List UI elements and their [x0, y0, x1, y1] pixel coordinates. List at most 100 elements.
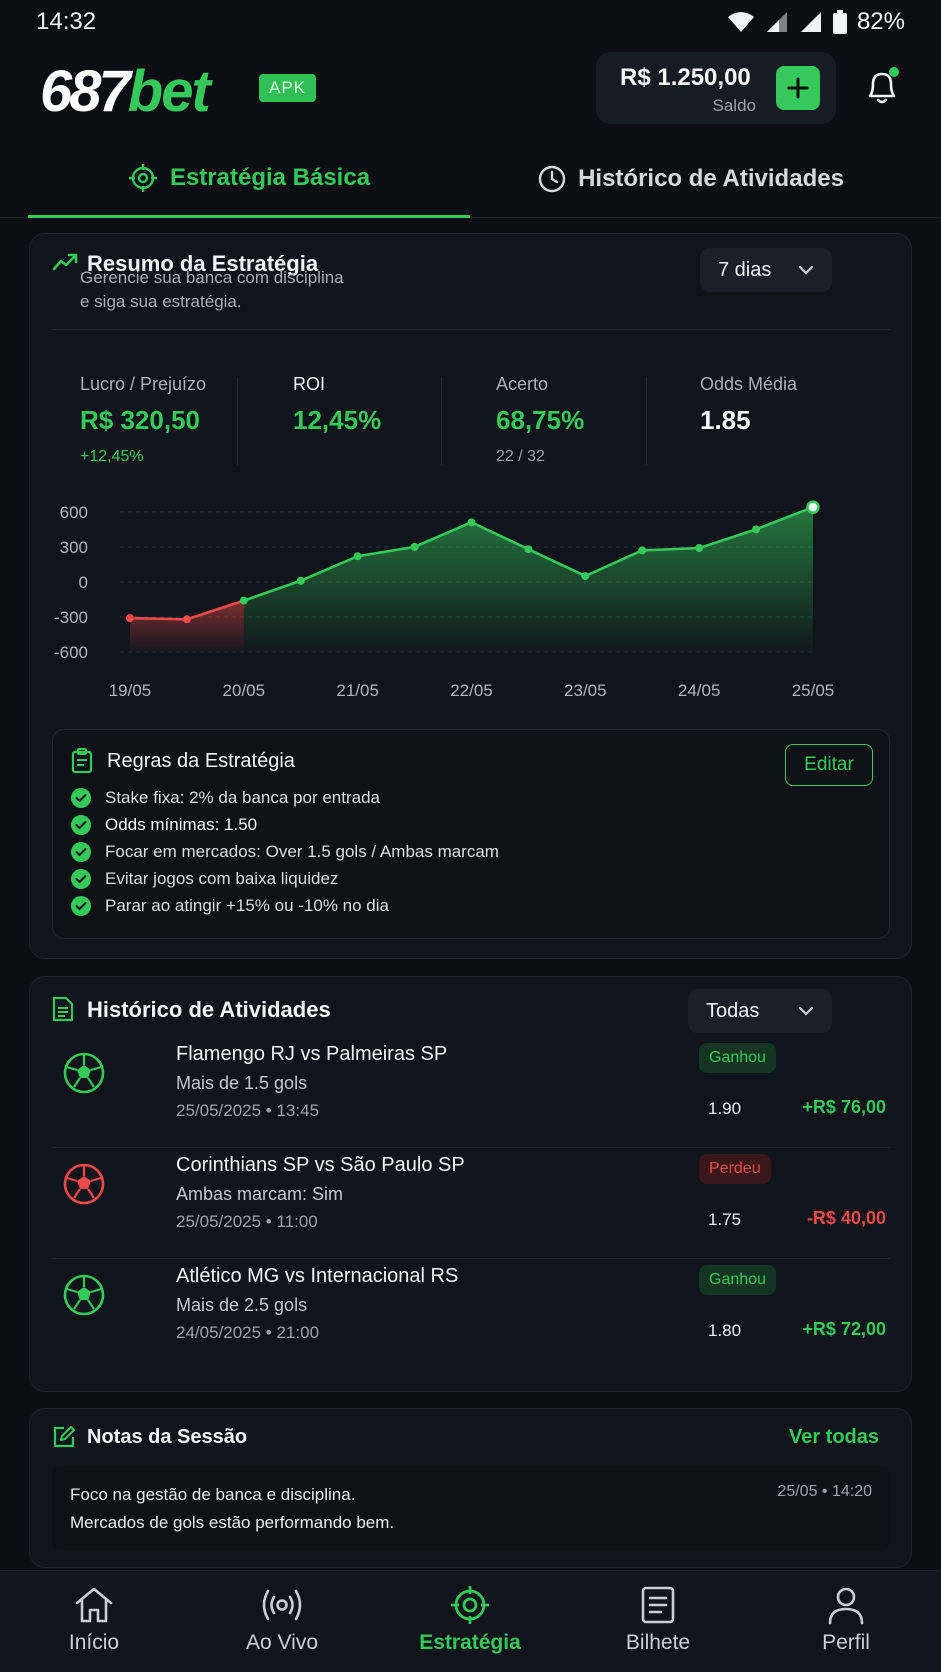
rule-item: Parar ao atingir +15% ou -10% no dia [71, 896, 389, 916]
apk-badge: APK [259, 74, 317, 102]
tab-estrategia-basica[interactable]: Estratégia Básica [28, 140, 470, 218]
nav-label: Estratégia [419, 1631, 521, 1654]
nav-estrategia[interactable]: Estratégia [400, 1585, 540, 1655]
session-notes-card: Notas da Sessão Ver todas Foco na gestão… [29, 1408, 912, 1568]
x-tick-label: 21/05 [336, 681, 379, 700]
see-all-notes-link[interactable]: Ver todas [788, 1426, 879, 1448]
bottom-navigation: Início Ao Vivo Estratégia Bilhete Perfil [0, 1570, 941, 1672]
data-point [126, 614, 134, 623]
strategy-summary-card: Resumo da Estratégia Gerencie sua banca … [29, 233, 912, 959]
nav-ao-vivo[interactable]: Ao Vivo [212, 1585, 352, 1655]
balance-card[interactable]: R$ 1.250,00 Saldo [596, 52, 836, 124]
document-icon [52, 996, 74, 1022]
match-name: Atlético MG vs Internacional RS [176, 1265, 459, 1287]
stat-label: Odds Média [700, 374, 798, 394]
nav-bilhete[interactable]: Bilhete [588, 1585, 728, 1655]
check-icon [71, 896, 91, 916]
divider [237, 377, 238, 465]
note-line: Mercados de gols estão performando bem. [70, 1513, 395, 1532]
result-badge: Perdeu [699, 1154, 771, 1184]
y-tick-label: -600 [54, 643, 88, 662]
history-row[interactable]: Corinthians SP vs São Paulo SP Ambas marc… [52, 1142, 890, 1260]
rule-text: Evitar jogos com baixa liquidez [105, 869, 339, 888]
rule-item: Odds mínimas: 1.50 [71, 815, 257, 835]
tab-label: Estratégia Básica [169, 163, 371, 191]
history-filter-select[interactable]: Todas [688, 989, 832, 1033]
match-name: Flamengo RJ vs Palmeiras SP [176, 1043, 448, 1065]
tab-historico-atividades[interactable]: Histórico de Atividades [470, 140, 912, 218]
edit-rules-button[interactable]: Editar [785, 744, 873, 786]
brand-logo[interactable]: 687 bet [40, 58, 211, 125]
period-select[interactable]: 7 dias [700, 248, 832, 292]
profit-loss-value: +R$ 76,00 [802, 1097, 886, 1117]
stat-label: Acerto [496, 374, 549, 394]
target-icon [128, 163, 157, 192]
match-datetime: 25/05/2025 • 13:45 [176, 1101, 320, 1120]
status-bar: 14:32 82% [0, 0, 941, 44]
odd-value: 1.75 [708, 1210, 742, 1229]
stat-label: ROI [293, 374, 326, 394]
note-text: Foco na gestão de banca e disciplina. Me… [70, 1481, 394, 1537]
note-item[interactable]: Foco na gestão de banca e disciplina. Me… [52, 1465, 890, 1551]
signal-icon-2 [800, 12, 821, 32]
summary-subtitle-line1: Gerencie sua banca com disciplina [80, 268, 344, 287]
divider [646, 377, 647, 465]
data-point [353, 552, 362, 561]
profit-loss-value: +R$ 72,00 [802, 1319, 886, 1339]
nav-inicio[interactable]: Início [24, 1585, 164, 1655]
rule-item: Stake fixa: 2% da banca por entrada [71, 788, 380, 808]
x-tick-label: 19/05 [109, 681, 152, 700]
notifications-button[interactable] [862, 66, 902, 108]
check-icon [71, 788, 91, 808]
period-value: 7 dias [718, 258, 772, 281]
x-tick-label: 20/05 [223, 681, 266, 700]
market-name: Mais de 1.5 gols [176, 1073, 308, 1093]
y-tick-label: 300 [60, 538, 88, 557]
data-point [296, 576, 305, 585]
match-datetime: 25/05/2025 • 11:00 [176, 1212, 318, 1231]
filter-value: Todas [706, 999, 760, 1022]
rule-item: Evitar jogos com baixa liquidez [71, 869, 338, 889]
clock-icon [538, 165, 566, 193]
stat-roi: ROI 12,45% [293, 374, 381, 436]
match-name: Corinthians SP vs São Paulo SP [176, 1154, 465, 1176]
x-tick-label: 22/05 [450, 681, 493, 700]
target-icon [451, 1586, 489, 1624]
note-timestamp: 25/05 • 14:20 [777, 1483, 872, 1500]
x-tick-label: 25/05 [792, 681, 835, 700]
negative-area [130, 600, 244, 652]
ticket-icon [641, 1586, 675, 1624]
stat-sub: +12,45% [80, 448, 144, 465]
tab-bar: Estratégia Básica Histórico de Atividade… [0, 140, 941, 218]
result-badge: Ganhou [699, 1043, 776, 1073]
nav-label: Perfil [822, 1631, 870, 1654]
history-row[interactable]: Atlético MG vs Internacional RS Mais de 2… [52, 1253, 890, 1371]
check-icon [71, 842, 91, 862]
data-point [806, 500, 820, 514]
odd-value: 1.90 [708, 1099, 742, 1118]
divider [52, 1147, 890, 1148]
nav-perfil[interactable]: Perfil [776, 1585, 916, 1655]
home-icon [75, 1587, 113, 1623]
live-icon [262, 1589, 302, 1621]
rule-text: Focar em mercados: Over 1.5 gols / Ambas… [105, 842, 499, 861]
deposit-button[interactable] [776, 66, 820, 110]
data-point [524, 545, 533, 554]
soccer-ball-icon [63, 1163, 105, 1205]
profit-loss-value: -R$ 40,00 [806, 1208, 886, 1228]
stat-label: Lucro / Prejuízo [80, 374, 207, 394]
market-name: Mais de 2.5 gols [176, 1295, 308, 1315]
signal-icon [766, 12, 787, 32]
soccer-ball-icon [63, 1052, 105, 1094]
logo-number: 687 [40, 59, 131, 124]
stat-sub: 22 / 32 [496, 448, 545, 465]
history-row[interactable]: Flamengo RJ vs Palmeiras SP Mais de 1.5 g… [52, 1031, 890, 1149]
plus-icon [787, 77, 809, 99]
data-point [467, 518, 476, 527]
data-point [182, 615, 191, 624]
match-datetime: 24/05/2025 • 21:00 [176, 1323, 320, 1342]
data-point [638, 546, 647, 555]
stat-value: 1.85 [700, 405, 751, 435]
stat-value: 68,75% [496, 405, 585, 435]
nav-label: Ao Vivo [246, 1631, 318, 1654]
